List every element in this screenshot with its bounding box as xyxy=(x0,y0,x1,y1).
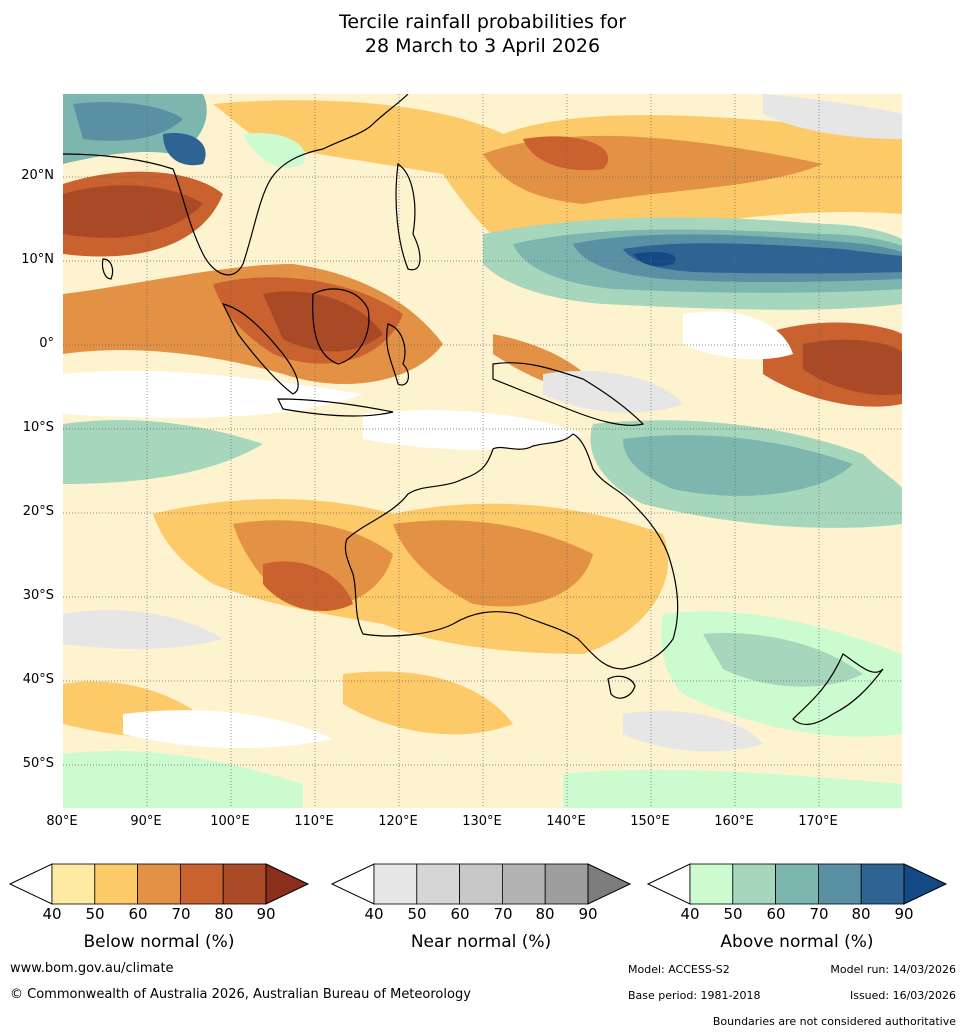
title-line-1: Tercile rainfall probabilities for xyxy=(338,11,627,33)
lon-label-120e: 120°E xyxy=(378,814,418,829)
tick-below-40: 40 xyxy=(42,905,62,923)
issued-text: Issued: 16/03/2026 xyxy=(849,989,956,1002)
philippines-outline xyxy=(395,162,421,271)
lon-label-80e: 80°E xyxy=(46,814,78,829)
colorbar-below-low-triangle xyxy=(8,863,53,905)
disclaimer-text: Boundaries are not considered authoritat… xyxy=(712,1015,956,1028)
coastlines xyxy=(63,94,884,726)
chart-title: Tercile rainfall probabilities for 28 Ma… xyxy=(0,10,965,58)
colorbar-label-above-normal: Above normal (%) xyxy=(720,932,874,952)
tick-above-90: 90 xyxy=(894,905,914,923)
colorbar-near-box-4 xyxy=(501,863,546,905)
colorbar-above-box-4 xyxy=(818,863,862,905)
colorbar-below-high-triangle xyxy=(265,863,310,905)
colorbar-near-box-5 xyxy=(544,863,589,905)
colorbar-above-high-triangle xyxy=(903,863,948,905)
australia-outline xyxy=(344,433,679,670)
lon-label-140e: 140°E xyxy=(546,814,586,829)
tick-near-60: 60 xyxy=(450,905,470,923)
tick-above-70: 70 xyxy=(809,905,829,923)
lon-label-130e: 130°E xyxy=(462,814,502,829)
near-normal-patches xyxy=(63,94,902,752)
colorbar-below-box-3 xyxy=(137,863,181,905)
lat-label-20n: 20°N xyxy=(21,168,54,183)
tick-below-90: 90 xyxy=(256,905,276,923)
sulawesi-outline xyxy=(386,323,410,386)
colorbar-label-near-normal: Near normal (%) xyxy=(410,932,552,952)
tick-near-80: 80 xyxy=(535,905,555,923)
lon-label-90e: 90°E xyxy=(130,814,162,829)
lat-label-0: 0° xyxy=(39,336,54,351)
lon-label-100e: 100°E xyxy=(210,814,250,829)
tick-near-50: 50 xyxy=(407,905,427,923)
colorbar-above-normal xyxy=(646,863,948,905)
tick-below-80: 80 xyxy=(214,905,234,923)
lat-label-30s: 30°S xyxy=(22,588,54,603)
tick-below-70: 70 xyxy=(171,905,191,923)
colorbars xyxy=(8,863,948,905)
new-guinea-outline xyxy=(492,362,645,426)
copyright-text: © Commonwealth of Australia 2026, Austra… xyxy=(10,987,471,1002)
lon-label-150e: 150°E xyxy=(630,814,670,829)
base-period-text: Base period: 1981-2018 xyxy=(628,989,761,1002)
probability-map xyxy=(62,93,903,809)
model-run-text: Model run: 14/03/2026 xyxy=(830,963,956,976)
sumatra-outline xyxy=(221,303,299,395)
colorbar-below-box-1 xyxy=(51,863,96,905)
colorbar-near-normal xyxy=(330,863,632,905)
colorbar-near-high-triangle xyxy=(587,863,632,905)
tick-below-50: 50 xyxy=(85,905,105,923)
tasmania-outline xyxy=(607,675,636,699)
model-text: Model: ACCESS-S2 xyxy=(628,963,730,976)
lon-label-110e: 110°E xyxy=(294,814,334,829)
java-outline xyxy=(277,398,394,417)
map-canvas xyxy=(63,94,902,808)
colorbar-above-box-5 xyxy=(860,863,905,905)
asia-mainland-outline xyxy=(63,94,409,276)
map-gridlines xyxy=(63,94,902,808)
colorbar-below-normal xyxy=(8,863,310,905)
colorbar-below-box-5 xyxy=(222,863,267,905)
tick-below-60: 60 xyxy=(128,905,148,923)
colorbar-above-box-1 xyxy=(689,863,734,905)
sri-lanka-outline xyxy=(101,258,114,280)
below-normal-patches xyxy=(63,100,902,739)
colorbar-above-box-3 xyxy=(775,863,819,905)
colorbar-below-box-4 xyxy=(179,863,224,905)
colorbar-near-box-1 xyxy=(373,863,418,905)
colorbar-label-below-normal: Below normal (%) xyxy=(83,932,235,952)
colorbar-above-low-triangle xyxy=(646,863,691,905)
tick-near-90: 90 xyxy=(578,905,598,923)
website-link[interactable]: www.bom.gov.au/climate xyxy=(10,961,174,976)
new-zealand-outline xyxy=(792,653,884,726)
lon-label-170e: 170°E xyxy=(798,814,838,829)
tick-above-40: 40 xyxy=(680,905,700,923)
colorbar-near-box-2 xyxy=(416,863,460,905)
tick-above-50: 50 xyxy=(723,905,743,923)
tick-near-70: 70 xyxy=(493,905,513,923)
lat-label-40s: 40°S xyxy=(22,672,54,687)
lat-label-50s: 50°S xyxy=(22,756,54,771)
colorbar-near-low-triangle xyxy=(330,863,375,905)
tick-above-80: 80 xyxy=(851,905,871,923)
colorbar-below-box-2 xyxy=(94,863,139,905)
colorbar-above-box-2 xyxy=(732,863,776,905)
lat-label-10n: 10°N xyxy=(21,252,54,267)
tick-near-40: 40 xyxy=(364,905,384,923)
borneo-outline xyxy=(312,288,370,365)
lon-label-160e: 160°E xyxy=(714,814,754,829)
colorbar-near-box-3 xyxy=(459,863,503,905)
tick-above-60: 60 xyxy=(766,905,786,923)
above-normal-patches xyxy=(63,94,902,808)
lat-label-10s: 10°S xyxy=(22,420,54,435)
lat-label-20s: 20°S xyxy=(22,504,54,519)
title-line-2: 28 March to 3 April 2026 xyxy=(364,35,601,57)
